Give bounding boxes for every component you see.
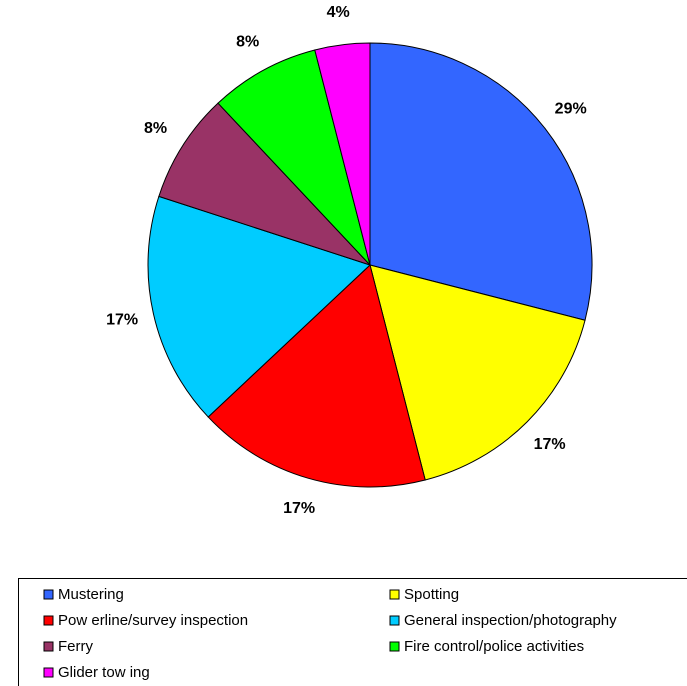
legend-box (18, 578, 687, 686)
legend-swatch (43, 641, 54, 652)
pie-slice (314, 42, 371, 266)
legend-label: Mustering (58, 586, 124, 603)
value-label: 17% (106, 312, 138, 329)
legend-swatch (43, 589, 54, 600)
legend-swatch (389, 615, 400, 626)
pie-slice (217, 49, 371, 266)
legend-swatch (389, 641, 400, 652)
legend-label: Ferry (58, 638, 93, 655)
legend-label: Glider tow ing (58, 664, 150, 681)
pie-slice (369, 264, 586, 481)
pie-slice (207, 264, 426, 488)
pie-slice (369, 42, 593, 321)
pie-slice (147, 195, 371, 418)
value-label: 17% (283, 500, 315, 517)
value-label: 4% (327, 4, 350, 21)
legend-label: Pow erline/survey inspection (58, 612, 248, 629)
legend-swatch (43, 667, 54, 678)
pie-slice (158, 102, 371, 266)
legend-label: Spotting (404, 586, 459, 603)
legend-label: Fire control/police activities (404, 638, 584, 655)
value-label: 29% (555, 101, 587, 118)
value-label: 8% (144, 120, 167, 137)
value-label: 8% (236, 34, 259, 51)
value-label: 17% (534, 436, 566, 453)
legend-label: General inspection/photography (404, 612, 617, 629)
legend-swatch (43, 615, 54, 626)
legend-swatch (389, 589, 400, 600)
